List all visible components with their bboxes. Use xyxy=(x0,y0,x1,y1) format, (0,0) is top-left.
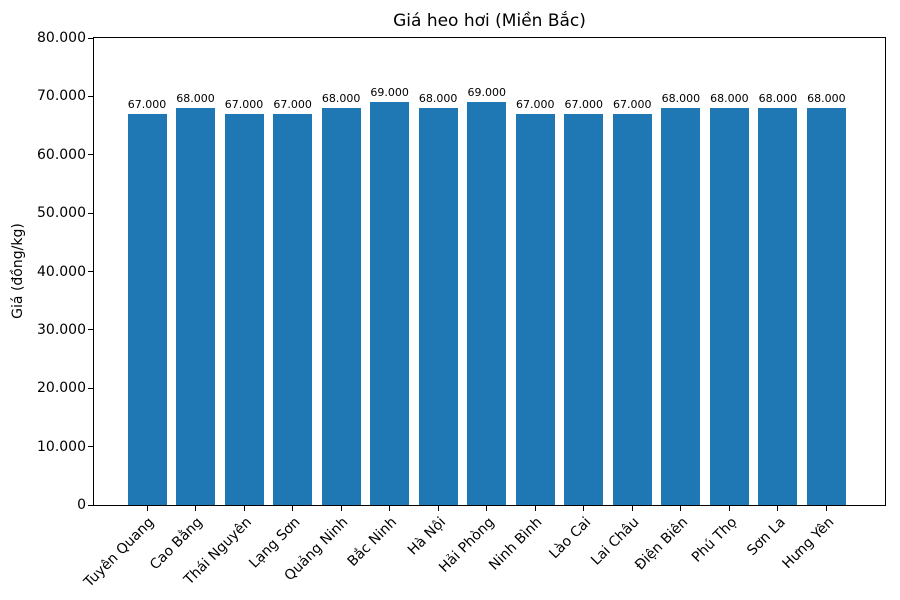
chart-title: Giá heo hơi (Miền Bắc) xyxy=(393,11,586,31)
x-tick-label: Điện Biên xyxy=(632,514,692,574)
x-tick-label: Tuyên Quang xyxy=(81,514,158,591)
bar xyxy=(370,102,410,505)
y-tick-label: 20.000 xyxy=(37,380,86,397)
bar-value-label: 68.000 xyxy=(418,92,458,105)
y-tick xyxy=(88,95,93,97)
x-tick xyxy=(631,506,633,511)
bar xyxy=(127,114,167,505)
x-tick xyxy=(340,506,342,511)
bar xyxy=(418,108,458,505)
bar xyxy=(467,102,507,505)
x-tick xyxy=(777,506,779,511)
y-tick-label: 30.000 xyxy=(37,321,86,338)
y-tick xyxy=(88,212,93,214)
y-tick xyxy=(88,504,93,506)
x-tick-label: Phú Thọ xyxy=(688,514,740,566)
bar xyxy=(661,108,701,505)
x-tick xyxy=(728,506,730,511)
y-tick-label: 50.000 xyxy=(37,205,86,222)
bar-value-label: 67.000 xyxy=(273,98,312,111)
bar xyxy=(758,108,798,505)
x-tick xyxy=(583,506,585,511)
bar-value-label: 67.000 xyxy=(224,98,264,111)
x-tick xyxy=(680,506,682,511)
bar-value-label: 69.000 xyxy=(467,86,506,99)
bar-value-label: 68.000 xyxy=(807,92,846,105)
bar xyxy=(176,108,216,505)
bar-value-label: 68.000 xyxy=(661,92,701,105)
y-tick-label: 60.000 xyxy=(37,146,86,163)
x-tick-label: Sơn La xyxy=(743,514,789,559)
x-tick xyxy=(146,506,148,511)
y-axis-label: Giá (đồng/kg) xyxy=(10,223,26,319)
y-tick xyxy=(88,329,93,331)
y-tick-label: 70.000 xyxy=(37,88,86,105)
x-tick xyxy=(486,506,488,511)
bar xyxy=(612,114,652,505)
bar xyxy=(709,108,749,505)
bar-value-label: 68.000 xyxy=(758,92,798,105)
bar-value-label: 68.000 xyxy=(321,92,361,105)
y-tick-label: 10.000 xyxy=(37,438,86,455)
bar-value-label: 67.000 xyxy=(564,98,604,111)
x-tick-label: Lào Cai xyxy=(546,514,595,563)
x-tick xyxy=(437,506,439,511)
bar xyxy=(515,114,555,505)
x-tick xyxy=(389,506,391,511)
y-tick xyxy=(88,446,93,448)
y-tick xyxy=(88,154,93,156)
bar xyxy=(321,108,361,505)
y-tick-label: 80.000 xyxy=(37,30,86,46)
bar-value-label: 68.000 xyxy=(710,92,749,105)
x-tick-label: Hưng Yên xyxy=(779,514,838,573)
x-tick xyxy=(292,506,294,511)
bar-value-label: 69.000 xyxy=(370,86,409,99)
bar-value-label: 67.000 xyxy=(515,98,555,111)
x-tick xyxy=(195,506,197,511)
bar-value-label: 67.000 xyxy=(613,98,652,111)
bar xyxy=(273,114,313,505)
y-tick xyxy=(88,37,93,39)
x-tick xyxy=(825,506,827,511)
plot-area: 0 10.000 20.000 30.000 40.000 50.000 60.000 70.… xyxy=(37,31,886,590)
bar xyxy=(806,108,846,505)
bar xyxy=(564,114,604,505)
y-tick-label: 40.000 xyxy=(37,263,86,280)
x-tick-label: Bắc Ninh xyxy=(344,514,401,570)
bar xyxy=(224,114,264,505)
x-tick xyxy=(534,506,536,511)
y-tick-label: 0 xyxy=(77,497,86,513)
bar-value-label: 68.000 xyxy=(176,92,215,105)
x-tick xyxy=(243,506,245,511)
bar-value-label: 67.000 xyxy=(127,98,167,111)
x-tick-label: Hà Nội xyxy=(404,514,449,559)
y-tick xyxy=(88,387,93,389)
y-tick xyxy=(88,271,93,272)
